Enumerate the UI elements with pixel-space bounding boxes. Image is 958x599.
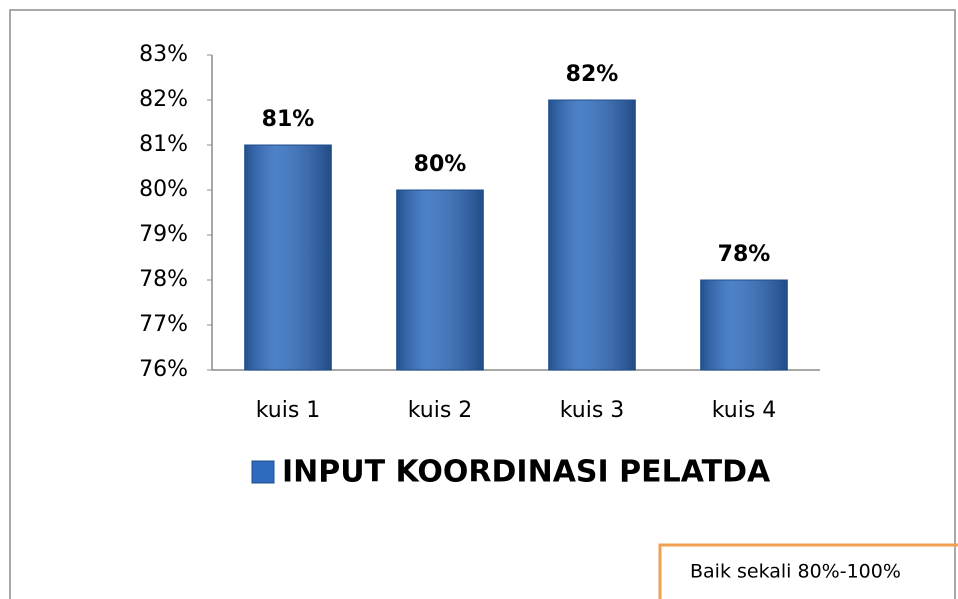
y-tick-label: 81%: [139, 132, 188, 157]
y-tick-label: 78%: [139, 267, 188, 292]
bar-shade: [548, 99, 636, 371]
value-label: 80%: [414, 152, 467, 177]
bar-shade: [700, 279, 788, 371]
bar-shade: [244, 144, 332, 371]
annotation: Baik sekali 80%-100%: [690, 561, 901, 583]
chart-border: [9, 9, 956, 599]
value-label: 78%: [718, 242, 771, 267]
y-tick-label: 76%: [139, 357, 188, 382]
bar-shade: [396, 189, 484, 371]
value-label: 82%: [566, 62, 619, 87]
y-tick-label: 77%: [139, 312, 188, 337]
y-tick-label: 82%: [139, 87, 188, 112]
legend-label: INPUT KOORDINASI PELATDA: [282, 455, 771, 490]
y-tick-label: 79%: [139, 222, 188, 247]
x-tick-label: kuis 2: [408, 398, 473, 423]
annotation-box: [658, 543, 958, 599]
legend-swatch: [251, 460, 275, 484]
y-tick-label: 83%: [139, 42, 188, 67]
y-tick-label: 80%: [139, 177, 188, 202]
x-tick-label: kuis 3: [560, 398, 625, 423]
value-label: 81%: [262, 107, 315, 132]
x-tick-label: kuis 1: [256, 398, 321, 423]
x-tick-label: kuis 4: [712, 398, 777, 423]
